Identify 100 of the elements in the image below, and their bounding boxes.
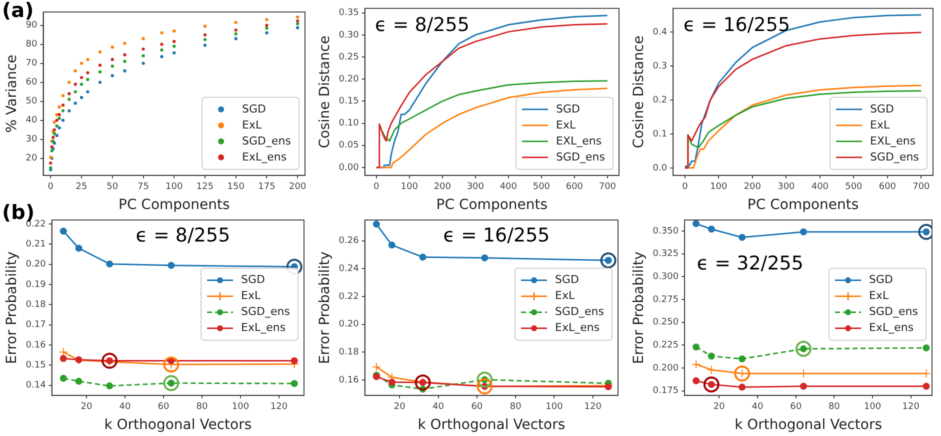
x-tick-label: 500 [532,182,550,192]
legend-label: EXL_ens [556,134,602,148]
y-tick-label: 0.200 [652,363,679,374]
y-tick-label: 0.1 [652,129,668,140]
x-axis-title: k Orthogonal Vectors [104,417,252,434]
y-tick-label: 0.25 [338,52,359,62]
legend-label: SGD [870,102,894,116]
y-tick-label: 0.4 [652,28,668,38]
x-tick-label: 40 [432,402,444,412]
x-tick-label: 0 [682,182,688,192]
x-tick-label: 200 [434,182,452,192]
y-tick-label: 0.0 [652,163,668,174]
y-tick-label: 0.14 [26,380,46,391]
y-tick-label: 0.21 [26,240,46,250]
y-tick-label: 0.16 [26,340,46,350]
x-tick-label: 300 [466,182,484,192]
y-tick-label: 0.300 [652,272,679,282]
x-tick-label: 400 [500,182,518,192]
x-tick-label: 125 [196,182,214,192]
x-tick-label: 600 [566,182,584,192]
x-tick-label: 80 [196,402,208,412]
x-tick-label: 600 [878,182,896,192]
legend-label: SGD_ens [241,305,290,318]
x-tick-label: 60 [471,402,483,412]
y-tick-label: 0.35 [338,8,359,18]
y-tick-label: 0.3 [652,61,668,72]
y-tick-label: 80 [26,40,38,50]
legend-label: SGD_ens [870,150,920,164]
legend-label: ExL [556,118,577,132]
legend-label: SGD [241,273,266,286]
y-tick-label: 0.10 [338,118,360,129]
y-tick-label: 70 [26,58,38,69]
y-tick-label: 30 [26,134,38,145]
x-tick-label: 500 [845,182,863,192]
x-tick-label: 40 [752,402,764,412]
y-tick-label: 0.15 [338,96,359,107]
y-tick-label: 40 [26,116,38,126]
legend-label: SGD_ens [556,150,606,164]
legend-label: ExL_ens [242,150,287,164]
x-tick-label: 100 [400,182,418,192]
x-tick-label: 80 [510,402,522,412]
x-tick-label: 100 [864,402,882,412]
x-tick-label: 25 [76,182,88,192]
legend-label: SGD [555,273,580,286]
x-tick-label: 120 [902,402,920,412]
y-tick-label: 0.275 [652,294,679,305]
y-tick-label: 0.250 [652,318,679,328]
x-tick-label: 20 [394,402,406,412]
y-axis-title: Cosine Distance [631,36,648,148]
y-tick-label: 20 [26,154,38,164]
x-axis-title: k Orthogonal Vectors [734,417,882,434]
legend-label: ExL_ens [869,321,914,334]
legend-label: SGD [242,102,266,116]
annotation: ϵ = 8/255 [375,14,470,36]
legend-label: ExL [869,289,890,302]
y-tick-label: 50 [26,96,38,107]
legend-label: SGD_ens [555,305,604,318]
x-tick-label: 700 [598,182,616,192]
x-tick-label: 60 [790,402,802,412]
x-axis-title: PC Components [118,197,230,214]
legend-label: SGD [869,273,894,286]
legend-label: ExL [241,289,262,302]
x-axis-title: PC Components [747,197,859,214]
y-tick-label: 0.18 [26,300,46,310]
y-tick-label: 90 [26,20,38,31]
x-axis-title: k Orthogonal Vectors [418,417,566,434]
legend-label: EXL_ens [870,134,916,148]
y-axis-title: % Variance [4,54,20,133]
y-tick-label: 0.24 [338,264,360,274]
legend-label: ExL [555,289,576,302]
x-tick-label: 120 [584,402,602,412]
y-tick-label: 0.18 [338,348,360,358]
y-axis-title: Error Probability [317,251,334,364]
legend-label: ExL_ens [241,321,286,334]
annotation: ϵ = 8/255 [136,224,230,246]
y-tick-label: 0.20 [338,320,360,330]
x-tick-label: 40 [119,402,131,412]
legend-label: SGD_ens [869,305,918,318]
x-tick-label: 175 [258,182,276,192]
y-tick-label: 0.05 [338,140,359,151]
y-axis-title: Cosine Distance [317,36,334,148]
y-tick-label: 0.16 [338,375,360,386]
legend-label: SGD_ens [242,134,292,148]
x-tick-label: 120 [270,402,288,412]
y-tick-label: 0.20 [26,260,46,270]
x-tick-label: 60 [158,402,170,412]
y-tick-label: 0.350 [652,226,679,236]
x-tick-label: 0 [48,182,54,192]
annotation: ϵ = 16/255 [443,224,550,246]
x-tick-label: 80 [828,402,840,412]
x-tick-label: 100 [546,402,564,412]
y-tick-label: 0.22 [338,292,359,302]
y-tick-label: 0.2 [652,95,668,106]
y-tick-label: 0.20 [338,74,360,84]
y-tick-label: 60 [26,78,38,88]
text: (a) [2,0,34,22]
y-tick-label: 0.15 [26,360,46,370]
y-tick-label: 0.225 [652,340,679,350]
y-axis-title: Error Probability [631,251,648,364]
x-tick-label: 50 [106,182,118,192]
